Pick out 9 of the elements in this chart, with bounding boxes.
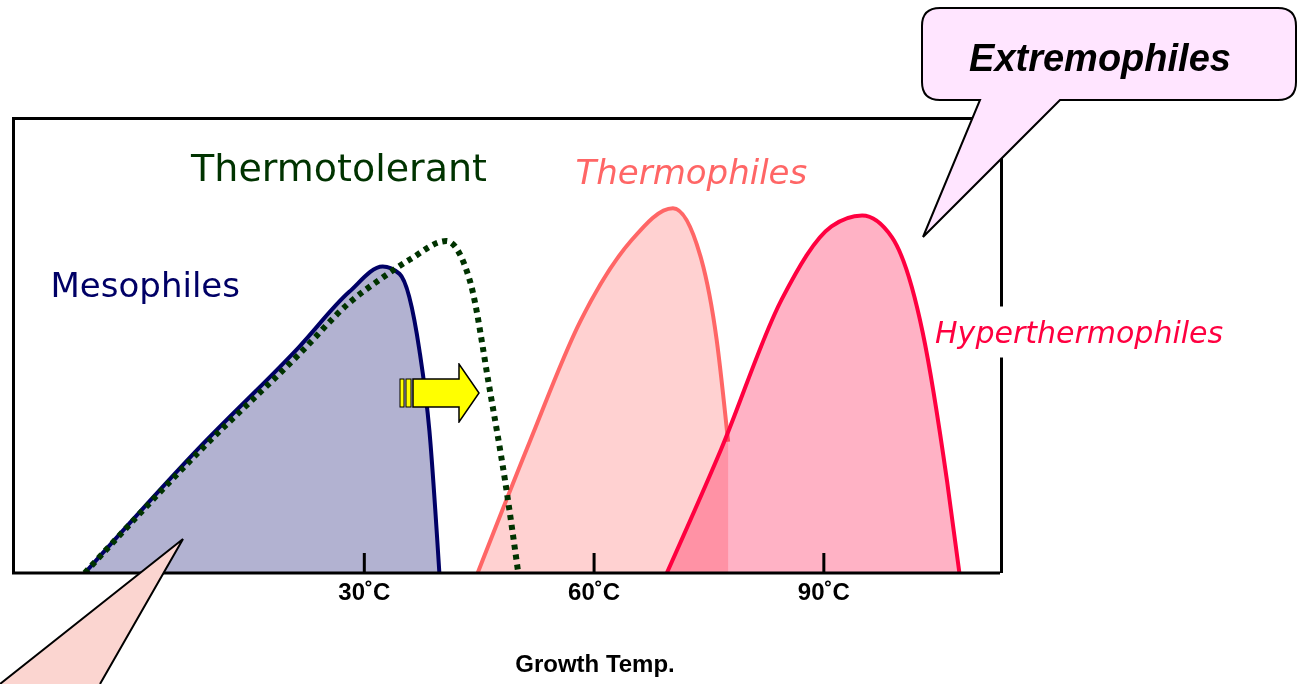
series-label: Hyperthermophiles [931, 306, 1228, 358]
x-tick-label: 60˚C [568, 578, 621, 606]
x-axis-title: Growth Temp. [515, 650, 675, 678]
series-label: Thermotolerant [191, 146, 487, 191]
x-tick-label: 30˚C [338, 578, 391, 606]
series-label: Thermophiles [575, 151, 808, 192]
text: Extremophiles [969, 36, 1231, 80]
x-tick-label: 90˚C [797, 578, 850, 606]
text: Mesophiles [50, 264, 240, 305]
